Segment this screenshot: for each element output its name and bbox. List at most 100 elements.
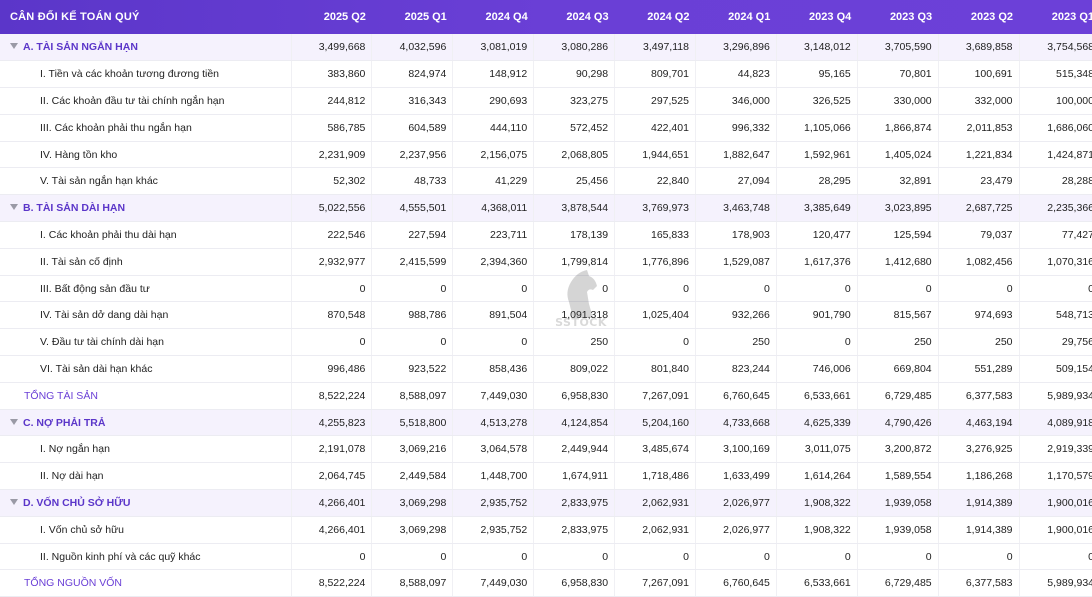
value-cell: 250 [694, 328, 777, 357]
row-label: I. Vốn chủ sở hữu [40, 523, 124, 536]
value-cell: 551,289 [937, 355, 1020, 383]
value-cell: 0 [775, 275, 858, 303]
value-cell: 0 [694, 543, 777, 571]
value-cell: 1,592,961 [775, 141, 858, 169]
value-cell: 0 [856, 543, 939, 571]
table-row: IV. Tài sản dở dang dài hạn 870,548 988,78… [0, 301, 1092, 330]
value-cell: 809,701 [614, 60, 696, 89]
table-title: CÂN ĐỐI KẾ TOÁN QUÝ [10, 11, 140, 23]
value-cell: 974,693 [937, 301, 1020, 330]
value-cell: 330,000 [856, 87, 939, 115]
value-cell: 297,525 [614, 87, 696, 115]
collapse-caret-icon[interactable] [10, 418, 18, 425]
period-header[interactable]: 2023 Q4 [809, 11, 852, 23]
row-label-cell: TỔNG TÀI SẢN [0, 382, 292, 410]
table-row: V. Đầu tư tài chính dài hạn 0 0 0 250 0 250 0 25… [0, 328, 1092, 357]
value-cell: 3,080,286 [533, 34, 615, 62]
value-cell: 2,231,909 [290, 141, 372, 169]
value-cell: 223,711 [452, 221, 534, 249]
value-cell: 0 [452, 275, 534, 303]
value-cell: 4,266,401 [290, 489, 372, 517]
value-cell: 90,298 [533, 60, 615, 89]
value-cell: 1,170,579 [1018, 462, 1092, 491]
section-row[interactable]: D. VỐN CHỦ SỞ HỮU 4,266,401 3,069,298 2,935… [0, 489, 1092, 517]
period-header[interactable]: 2024 Q4 [485, 11, 528, 23]
period-header[interactable]: 2025 Q1 [404, 11, 447, 23]
value-cell: 1,025,404 [614, 301, 696, 330]
collapse-caret-icon[interactable] [10, 43, 18, 50]
value-cell: 3,069,298 [371, 516, 453, 544]
value-cell: 222,546 [290, 221, 372, 249]
value-cell: 1,186,268 [937, 462, 1020, 491]
value-cell: 901,790 [775, 301, 858, 330]
value-cell: 891,504 [452, 301, 534, 330]
value-cell: 0 [452, 328, 534, 357]
value-cell: 4,255,823 [290, 409, 372, 437]
value-cell: 1,221,834 [937, 141, 1020, 169]
value-cell: 1,776,896 [614, 248, 696, 276]
value-cell: 2,026,977 [694, 516, 777, 544]
value-cell: 572,452 [533, 114, 615, 142]
row-label-cell: II. Các khoản đầu tư tài chính ngắn hạn [0, 87, 292, 115]
row-label: C. NỢ PHẢI TRẢ [23, 416, 106, 429]
value-cell: 1,900,016 [1018, 516, 1092, 544]
period-header[interactable]: 2023 Q1 [1051, 11, 1092, 23]
value-cell: 515,348 [1018, 60, 1092, 89]
value-cell: 52,302 [290, 167, 372, 196]
value-cell: 178,903 [694, 221, 777, 249]
row-label-cell: II. Nợ dài hạn [0, 462, 292, 491]
value-cell: 3,064,578 [452, 435, 534, 464]
value-cell: 3,499,668 [290, 34, 372, 62]
value-cell: 858,436 [452, 355, 534, 383]
value-cell: 290,693 [452, 87, 534, 115]
collapse-caret-icon[interactable] [10, 204, 18, 211]
value-cell: 227,594 [371, 221, 453, 249]
period-header[interactable]: 2024 Q3 [566, 11, 609, 23]
value-cell: 1,900,016 [1018, 489, 1092, 517]
value-cell: 6,958,830 [533, 569, 615, 597]
row-label: II. Nợ dài hạn [40, 470, 104, 483]
period-header[interactable]: 2023 Q2 [970, 11, 1014, 23]
value-cell: 815,567 [856, 301, 939, 330]
row-label-cell: II. Tài sản cố định [0, 248, 292, 276]
section-row[interactable]: C. NỢ PHẢI TRẢ 4,255,823 5,518,800 4,513,27… [0, 409, 1092, 437]
section-row[interactable]: B. TÀI SẢN DÀI HẠN 5,022,556 4,555,501 4,36… [0, 194, 1092, 223]
table-row: III. Bất động sản đầu tư 0 0 0 0 0 0 0 0 0 0 [0, 275, 1092, 303]
table-row: III. Các khoản phải thu ngắn hạn 586,785 6… [0, 114, 1092, 142]
section-row[interactable]: A. TÀI SẢN NGẮN HẠN 3,499,668 4,032,596 3,0… [0, 34, 1092, 62]
value-cell: 3,485,674 [614, 435, 696, 464]
value-cell: 0 [533, 275, 615, 303]
value-cell: 1,866,874 [856, 114, 939, 142]
row-label-cell: III. Các khoản phải thu ngắn hạn [0, 114, 292, 142]
value-cell: 0 [533, 543, 615, 571]
value-cell: 6,760,645 [694, 382, 777, 410]
value-cell: 6,533,661 [775, 569, 858, 597]
value-cell: 0 [290, 543, 372, 571]
period-header[interactable]: 2023 Q3 [889, 11, 933, 23]
value-cell: 7,449,030 [452, 569, 534, 597]
value-cell: 3,689,858 [937, 34, 1020, 62]
value-cell: 1,674,911 [533, 462, 615, 491]
value-cell: 1,424,871 [1018, 141, 1092, 169]
period-header[interactable]: 2024 Q2 [647, 11, 690, 23]
value-cell: 7,449,030 [452, 382, 534, 410]
value-cell: 1,105,066 [775, 114, 858, 142]
value-cell: 28,288 [1018, 167, 1092, 196]
value-cell: 70,801 [856, 60, 939, 89]
value-cell: 1,939,058 [856, 489, 939, 517]
value-cell: 870,548 [290, 301, 372, 330]
value-cell: 3,754,568 [1018, 34, 1092, 62]
value-cell: 1,405,024 [856, 141, 939, 169]
period-header[interactable]: 2024 Q1 [728, 11, 771, 23]
table-row: VI. Tài sản dài hạn khác 996,486 923,522 85… [0, 355, 1092, 383]
period-header[interactable]: 2025 Q2 [323, 11, 366, 23]
value-cell: 801,840 [614, 355, 696, 383]
value-cell: 0 [775, 543, 858, 571]
value-cell: 2,394,360 [452, 248, 534, 276]
value-cell: 509,154 [1018, 355, 1092, 383]
value-cell: 5,518,800 [371, 409, 453, 437]
collapse-caret-icon[interactable] [10, 498, 18, 505]
value-cell: 4,733,668 [694, 409, 777, 437]
value-cell: 4,032,596 [371, 34, 453, 62]
row-label-cell: TỔNG NGUỒN VỐN [0, 569, 292, 597]
